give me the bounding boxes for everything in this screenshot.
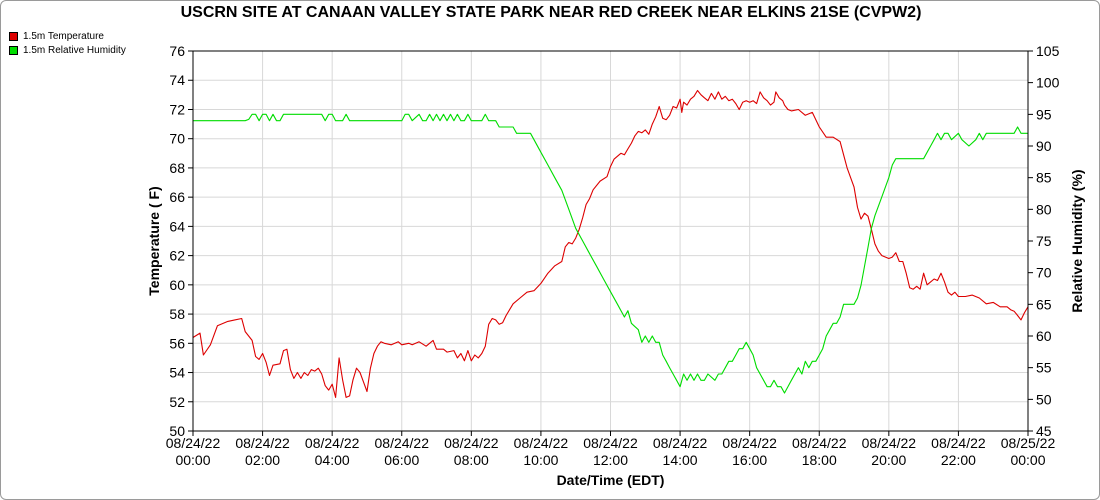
x-tick-time-label: 08:00 xyxy=(454,452,489,468)
y-tick-label: 76 xyxy=(169,43,185,59)
legend-label-humidity: 1.5m Relative Humidity xyxy=(23,44,126,56)
y-tick-label: 50 xyxy=(169,423,185,439)
y-tick-label: 74 xyxy=(169,72,185,88)
y-tick-label: 60 xyxy=(169,277,185,293)
y-tick-label: 56 xyxy=(169,335,185,351)
series-lines xyxy=(192,89,1029,398)
y-tick-label: 58 xyxy=(169,306,185,322)
y-tick-label: 72 xyxy=(169,101,185,117)
y2-tick-label: 75 xyxy=(1036,233,1052,249)
grid-lines xyxy=(192,50,1029,432)
x-tick-time-label: 16:00 xyxy=(732,452,767,468)
y2-axis-label: Relative Humidity (%) xyxy=(1069,169,1085,312)
y2-tick-label: 105 xyxy=(1036,43,1060,59)
y2-tick-label: 90 xyxy=(1036,138,1052,154)
y2-tick-label: 70 xyxy=(1036,265,1052,281)
y-tick-label: 62 xyxy=(169,248,185,264)
x-tick-time-label: 20:00 xyxy=(871,452,906,468)
x-tick-time-label: 06:00 xyxy=(384,452,419,468)
y2-tick-label: 55 xyxy=(1036,360,1052,376)
legend-item-temperature: 1.5m Temperature xyxy=(9,29,126,43)
y-tick-label: 68 xyxy=(169,160,185,176)
x-tick-date-label: 08/24/22 xyxy=(722,435,777,451)
y2-tick-label: 45 xyxy=(1036,423,1052,439)
legend-item-humidity: 1.5m Relative Humidity xyxy=(9,43,126,57)
x-tick-time-label: 00:00 xyxy=(175,452,210,468)
y2-tick-label: 65 xyxy=(1036,296,1052,312)
y-tick-label: 70 xyxy=(169,131,185,147)
y2-tick-label: 60 xyxy=(1036,328,1052,344)
x-tick-date-label: 08/24/22 xyxy=(653,435,708,451)
x-tick-time-label: 10:00 xyxy=(523,452,558,468)
x-tick-date-label: 08/25/22 xyxy=(1001,435,1056,451)
x-tick-time-label: 18:00 xyxy=(802,452,837,468)
y-tick-label: 64 xyxy=(169,218,185,234)
x-tick-date-label: 08/24/22 xyxy=(514,435,569,451)
x-tick-date-label: 08/24/22 xyxy=(931,435,986,451)
x-tick-time-label: 02:00 xyxy=(245,452,280,468)
y-tick-label: 52 xyxy=(169,394,185,410)
x-tick-date-label: 08/24/22 xyxy=(583,435,638,451)
temperature-series-line xyxy=(192,89,1029,398)
x-tick-time-label: 04:00 xyxy=(315,452,350,468)
y-tick-label: 66 xyxy=(169,189,185,205)
x-tick-date-label: 08/24/22 xyxy=(444,435,499,451)
y2-tick-label: 85 xyxy=(1036,170,1052,186)
x-tick-date-label: 08/24/22 xyxy=(862,435,917,451)
legend-swatch-temperature xyxy=(9,31,18,41)
x-tick-date-label: 08/24/22 xyxy=(166,435,221,451)
y-tick-label: 54 xyxy=(169,365,185,381)
x-tick-date-label: 08/24/22 xyxy=(235,435,290,451)
legend-label-temperature: 1.5m Temperature xyxy=(23,30,104,42)
x-tick-time-label: 22:00 xyxy=(941,452,976,468)
y-axis-label: Temperature ( F) xyxy=(146,186,162,295)
y2-tick-label: 95 xyxy=(1036,106,1052,122)
x-tick-time-label: 14:00 xyxy=(663,452,698,468)
x-tick-time-label: 00:00 xyxy=(1010,452,1045,468)
x-tick-time-label: 12:00 xyxy=(593,452,628,468)
y2-tick-label: 50 xyxy=(1036,391,1052,407)
y2-tick-label: 100 xyxy=(1036,75,1060,91)
chart-legend: 1.5m Temperature 1.5m Relative Humidity xyxy=(9,29,126,57)
x-tick-date-label: 08/24/22 xyxy=(375,435,430,451)
x-axis-label: Date/Time (EDT) xyxy=(557,472,665,488)
axis-ticks: 50 52 54 56 58 60 62 64 66 68 70 72 74 76 45 50 55 60 65 70… xyxy=(166,43,1060,468)
humidity-series-line xyxy=(193,113,1028,394)
chart-title: USCRN SITE AT CANAAN VALLEY STATE PARK N… xyxy=(180,4,922,21)
x-tick-date-label: 08/24/22 xyxy=(792,435,847,451)
y2-tick-label: 80 xyxy=(1036,201,1052,217)
legend-swatch-humidity xyxy=(9,45,18,55)
x-tick-date-label: 08/24/22 xyxy=(305,435,360,451)
